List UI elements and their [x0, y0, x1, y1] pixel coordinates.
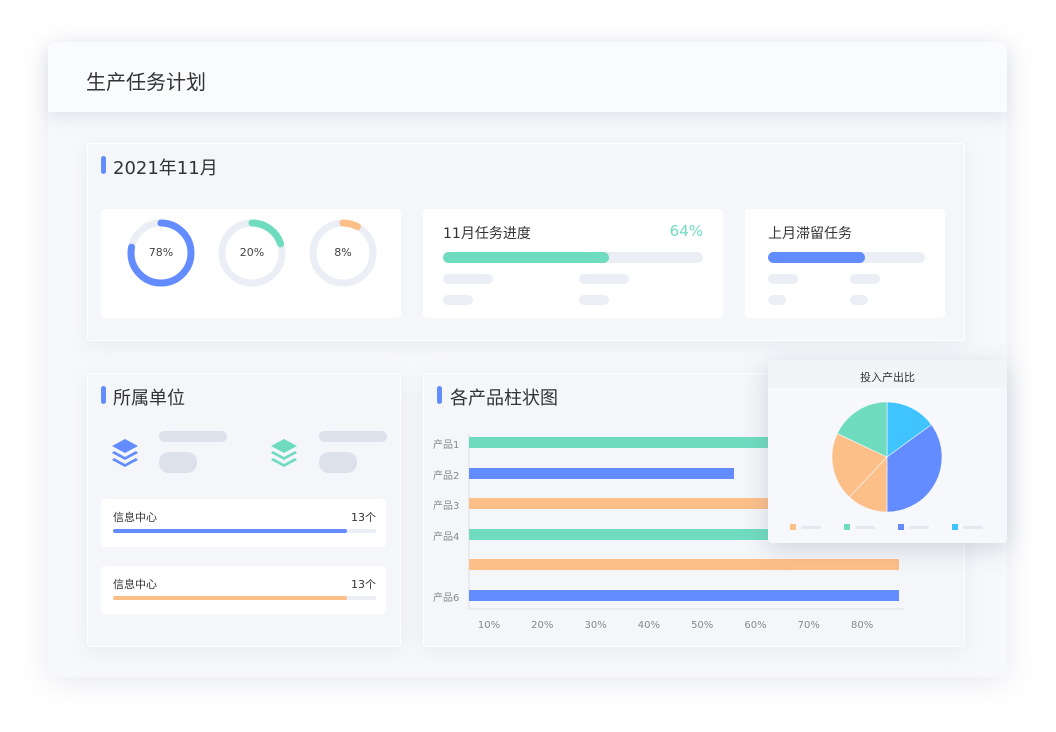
section-marker	[101, 156, 106, 174]
x-tick-label: 60%	[744, 620, 767, 631]
ring-label: 20%	[239, 246, 265, 259]
placeholder	[850, 295, 868, 305]
section-marker	[101, 386, 106, 404]
y-tick-label: 产品2	[433, 470, 460, 482]
y-tick-label: 产品3	[433, 501, 460, 512]
placeholder	[443, 295, 473, 305]
task-progress-card: 11月任务进度 64%	[423, 209, 723, 318]
bar	[469, 559, 900, 570]
placeholder	[159, 431, 227, 442]
x-tick-label: 20%	[531, 620, 554, 631]
ring-arc	[309, 219, 377, 287]
page-title: 生产任务计划	[86, 70, 206, 94]
progress-track	[443, 252, 703, 263]
layers-icon	[112, 439, 138, 467]
bar	[469, 467, 735, 479]
legend-placeholder	[963, 526, 983, 529]
pie-chart	[790, 401, 983, 530]
rings-chart	[127, 219, 377, 287]
bar-chart-title: 各产品柱状图	[450, 388, 558, 409]
unit-count: 13个	[351, 578, 376, 591]
pie-card: 投入产出比	[768, 360, 1007, 543]
placeholder	[443, 274, 493, 284]
pie-title: 投入产出比	[860, 371, 915, 384]
header-bar	[48, 42, 1007, 112]
ring-arc	[127, 219, 195, 287]
unit-count: 13个	[351, 511, 376, 524]
pie-slice	[886, 424, 943, 513]
pie-slice	[831, 433, 888, 498]
placeholder	[579, 274, 629, 284]
placeholder	[159, 452, 197, 473]
placeholder	[319, 452, 357, 473]
unit-fill	[113, 529, 348, 533]
pie-card-header	[768, 360, 1007, 388]
placeholder	[319, 431, 387, 442]
placeholder	[768, 295, 786, 305]
unit-fill	[113, 596, 348, 600]
carryover-fill	[768, 252, 866, 263]
ring-label: 78%	[148, 246, 174, 259]
pie-slice	[836, 401, 888, 458]
bar	[469, 589, 900, 601]
x-tick-label: 10%	[477, 620, 501, 631]
carryover-title: 上月滞留任务	[768, 226, 852, 242]
y-tick-label: 产品1	[433, 440, 460, 451]
ring-label: 8%	[334, 246, 352, 259]
x-tick-label: 80%	[850, 620, 874, 631]
y-tick-label: 产品6	[433, 592, 460, 604]
legend-placeholder	[801, 526, 821, 529]
layers-icon	[271, 439, 297, 467]
unit-item[interactable]: 信息中心 13个	[101, 566, 386, 614]
x-tick-label: 70%	[797, 620, 820, 631]
unit-name: 信息中心	[113, 578, 157, 591]
placeholder	[850, 274, 880, 284]
legend-placeholder	[909, 526, 929, 529]
placeholder	[768, 274, 798, 284]
legend-swatch	[898, 524, 904, 530]
progress-value: 64%	[669, 222, 703, 240]
rings-card	[101, 209, 401, 318]
overview-title: 2021年11月	[113, 158, 218, 179]
x-tick-label: 50%	[691, 620, 714, 631]
unit-track	[113, 529, 376, 533]
progress-fill	[443, 252, 610, 263]
ring-arc	[218, 219, 286, 287]
x-tick-label: 30%	[584, 620, 607, 631]
carryover-track	[768, 252, 925, 263]
bar	[469, 498, 825, 509]
progress-title: 11月任务进度	[443, 226, 531, 242]
carryover-card: 上月滞留任务	[745, 209, 945, 318]
y-axis	[468, 434, 470, 610]
legend-placeholder	[855, 526, 875, 529]
pie-slice	[886, 401, 932, 458]
section-marker	[437, 386, 442, 404]
x-tick-label: 40%	[637, 620, 660, 631]
unit-item[interactable]: 信息中心 13个	[101, 499, 386, 547]
legend-swatch	[790, 524, 796, 530]
bar	[469, 437, 836, 448]
legend-swatch	[844, 524, 850, 530]
legend-swatch	[952, 524, 958, 530]
unit-track	[113, 596, 376, 600]
units-title: 所属单位	[113, 388, 185, 409]
bar	[469, 528, 820, 540]
y-tick-label: 产品4	[433, 531, 460, 543]
placeholder	[579, 295, 609, 305]
x-axis	[468, 608, 904, 610]
unit-name: 信息中心	[113, 511, 157, 524]
